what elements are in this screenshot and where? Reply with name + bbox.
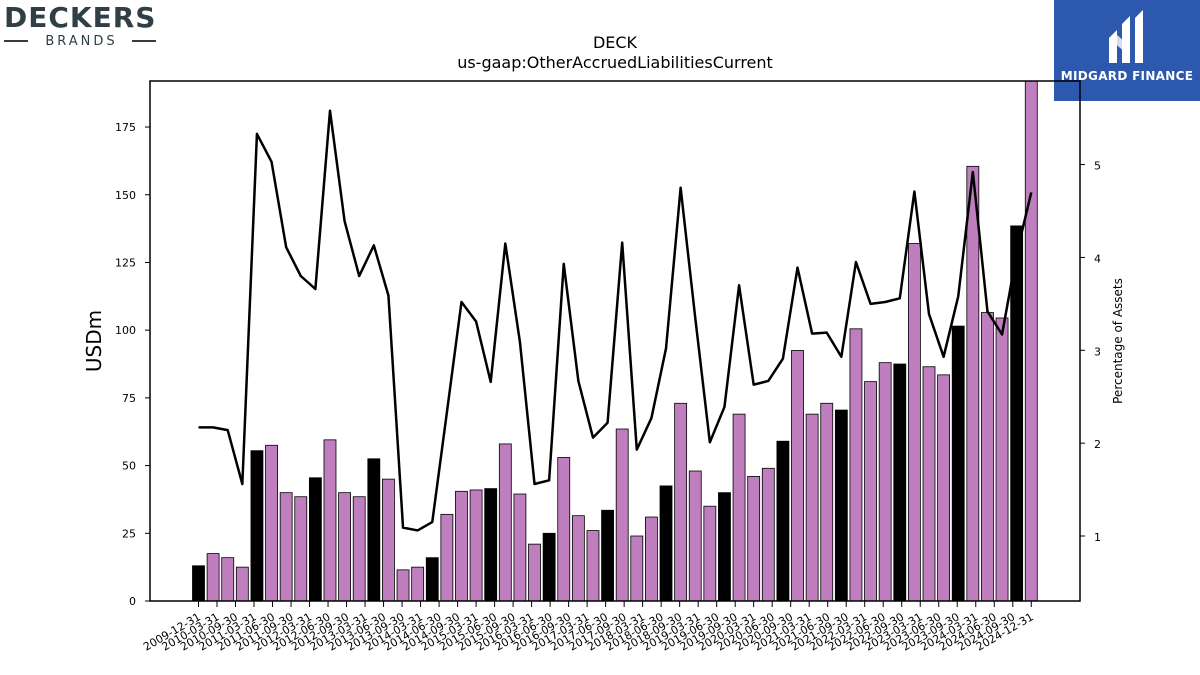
y2-tick-label: 5 — [1094, 160, 1101, 173]
bar-2018-09-30 — [703, 505, 717, 602]
y2-tick-label: 1 — [1094, 531, 1101, 544]
bar-2012-06-30 — [338, 492, 352, 602]
bar-2019-03-31 — [732, 413, 746, 602]
bar-2010-06-30 — [221, 557, 235, 602]
bar-2016-09-30 — [586, 530, 600, 602]
y-tick-label: 100 — [115, 324, 136, 337]
y-axis-label: USDm — [82, 310, 106, 372]
bar-2020-12-31 — [834, 409, 848, 602]
bar-2018-12-31 — [718, 492, 731, 602]
logo-sub-row: BRANDS — [4, 33, 156, 49]
bar-2018-06-30 — [688, 470, 702, 602]
logo-company-name: MIDGARD FINANCE — [1060, 69, 1194, 83]
bar-2020-06-30 — [805, 413, 819, 602]
plot-frame — [149, 80, 1081, 602]
bar-2022-09-30 — [937, 374, 951, 602]
bar-2014-09-30 — [469, 489, 483, 602]
logo-brand-sub: BRANDS — [45, 33, 118, 49]
bar-2021-03-31 — [849, 328, 863, 602]
bar-2020-03-31 — [791, 350, 804, 602]
bar-2013-03-31 — [382, 478, 395, 602]
bar-2012-12-31 — [367, 458, 381, 602]
bar-2022-03-31 — [907, 243, 921, 602]
y2-tick-label: 4 — [1094, 252, 1101, 265]
bar-2012-09-30 — [352, 496, 366, 602]
bar-2022-06-30 — [922, 366, 936, 602]
bar-2013-12-31 — [425, 557, 439, 602]
midgard-finance-logo: MIDGARD FINANCE — [1054, 0, 1200, 101]
bar-2019-09-30 — [761, 467, 775, 602]
bar-2022-12-31 — [951, 325, 965, 602]
bar-2014-03-31 — [440, 513, 454, 602]
y-tick-label: 0 — [129, 595, 136, 608]
y-tick-label: 175 — [115, 121, 136, 134]
axes: 0255075100125150175123452009-12-312010-0… — [115, 80, 1101, 654]
bar-2017-03-31 — [615, 428, 629, 602]
logo-rule-right — [132, 40, 156, 42]
y2-tick-label: 3 — [1094, 345, 1101, 358]
bar-2015-06-30 — [513, 493, 527, 602]
bar-2015-12-31 — [542, 532, 556, 602]
bar-2019-12-31 — [776, 440, 790, 602]
y-tick-label: 50 — [122, 460, 136, 473]
bar-2023-03-31 — [966, 165, 980, 602]
bar-2024-03-31 — [1024, 80, 1038, 602]
bar-2013-09-30 — [411, 566, 425, 602]
bar-2021-06-30 — [864, 381, 877, 602]
bar-2013-06-30 — [396, 569, 410, 602]
bar-2019-06-30 — [747, 476, 761, 602]
bar-2023-06-30 — [981, 312, 994, 602]
line-series — [198, 109, 1033, 532]
bar-2017-06-30 — [630, 535, 644, 602]
bar-2009-12-31 — [192, 565, 205, 602]
y-tick-label: 150 — [115, 189, 136, 202]
bar-2021-12-31 — [893, 363, 907, 602]
bar-2011-03-31 — [265, 444, 278, 602]
logo-rule-left — [4, 40, 28, 42]
bar-2020-09-30 — [820, 402, 834, 602]
bar-2016-06-30 — [571, 515, 585, 602]
bar-2012-03-31 — [323, 439, 337, 602]
y-tick-label: 75 — [122, 392, 136, 405]
bar-2018-03-31 — [674, 402, 688, 602]
bar-2011-06-30 — [279, 492, 293, 602]
bar-2010-09-30 — [235, 566, 249, 602]
logo-brand-name: DECKERS — [4, 1, 157, 34]
y-tick-label: 25 — [122, 527, 136, 540]
bar-2016-12-31 — [601, 509, 614, 602]
bar-2014-06-30 — [455, 490, 468, 602]
bar-2015-03-31 — [498, 443, 512, 602]
chart-subtitle: us-gaap:OtherAccruedLiabilitiesCurrent — [457, 53, 773, 72]
y-tick-label: 125 — [115, 256, 136, 269]
y2-axis-label: Percentage of Assets — [1111, 278, 1125, 404]
bar-2015-09-30 — [528, 543, 541, 602]
bar-2010-03-31 — [206, 553, 220, 602]
bar-2017-12-31 — [659, 485, 673, 602]
bar-2014-12-31 — [484, 488, 498, 602]
bar-2023-09-30 — [995, 317, 1009, 602]
bar-2011-12-31 — [308, 477, 322, 602]
bar-2011-09-30 — [294, 496, 308, 602]
chart-title: DECK — [593, 33, 638, 52]
bar-2016-03-31 — [557, 457, 571, 602]
y2-tick-label: 2 — [1094, 438, 1101, 451]
line-percentage-of-assets — [198, 109, 1033, 532]
deckers-brands-logo: DECKERS BRANDS — [0, 0, 170, 60]
bar-2017-09-30 — [645, 516, 658, 602]
bar-2010-12-31 — [250, 450, 264, 602]
midgard-m-icon — [1109, 10, 1143, 63]
bar-2021-09-30 — [878, 362, 892, 602]
